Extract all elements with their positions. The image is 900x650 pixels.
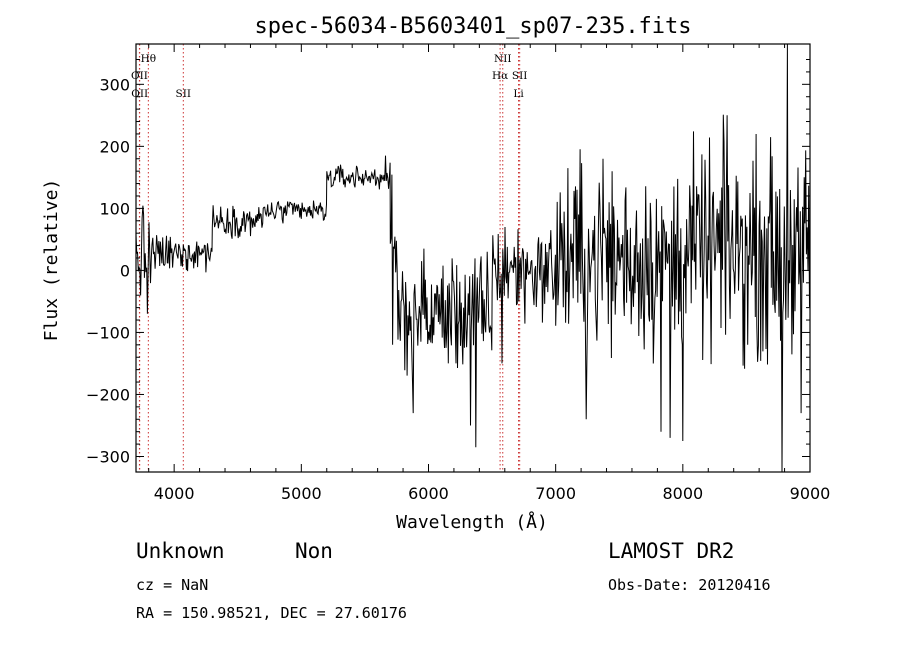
y-tick-label: 200 xyxy=(99,137,130,156)
x-tick-label: 7000 xyxy=(535,484,576,503)
axis-ticks: 4000 5000 6000 7000 8000 9000 −300 −200 −100 0 100… xyxy=(86,44,830,503)
plot-frame xyxy=(135,43,811,473)
spectrum-series xyxy=(135,43,810,473)
emission-line-markers: HθOIIOIISIINIIHαSIILi xyxy=(131,44,527,472)
line-marker-label: Hθ xyxy=(141,53,156,65)
survey-label: LAMOST DR2 xyxy=(608,539,735,563)
y-axis-label: Flux (relative) xyxy=(41,179,62,342)
y-tick-label: −200 xyxy=(86,385,130,404)
line-marker-label: Hα xyxy=(492,70,508,82)
chart-title: spec-56034-B5603401_sp07-235.fits xyxy=(254,14,691,39)
y-tick-label: −300 xyxy=(86,447,130,466)
obs-date-label: Obs-Date: 20120416 xyxy=(608,576,771,594)
line-marker-label: SII xyxy=(176,88,192,100)
line-marker-label: OII xyxy=(131,88,148,100)
object-subclass: Non xyxy=(295,539,333,563)
y-tick-label: 100 xyxy=(99,199,130,218)
x-tick-label: 4000 xyxy=(154,484,195,503)
x-tick-label: 9000 xyxy=(790,484,831,503)
y-tick-label: 300 xyxy=(99,75,130,94)
x-tick-label: 8000 xyxy=(662,484,703,503)
line-marker-label: SII xyxy=(512,70,528,82)
line-marker-label: Li xyxy=(513,88,524,100)
x-tick-label: 6000 xyxy=(408,484,449,503)
radec-label: RA = 150.98521, DEC = 27.60176 xyxy=(136,604,407,622)
line-marker-label: NII xyxy=(494,53,511,65)
redshift-label: cz = NaN xyxy=(136,576,209,594)
y-tick-label: 0 xyxy=(120,261,130,280)
y-tick-label: −100 xyxy=(86,323,130,342)
spectrum-line xyxy=(135,43,810,473)
x-tick-label: 5000 xyxy=(281,484,322,503)
x-axis-label: Wavelength (Å) xyxy=(396,511,548,533)
object-class: Unknown xyxy=(136,539,225,563)
